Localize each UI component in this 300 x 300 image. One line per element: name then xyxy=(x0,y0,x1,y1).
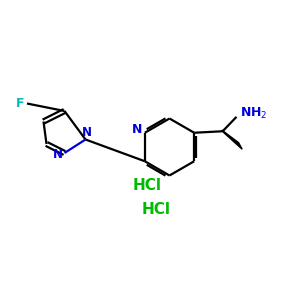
Polygon shape xyxy=(222,130,242,149)
Text: N: N xyxy=(53,148,63,161)
Text: HCl: HCl xyxy=(142,202,170,217)
Text: HCl: HCl xyxy=(133,178,161,194)
Text: F: F xyxy=(16,97,24,110)
Text: N: N xyxy=(132,123,142,136)
Text: NH$_2$: NH$_2$ xyxy=(240,106,267,121)
Text: N: N xyxy=(82,126,92,140)
